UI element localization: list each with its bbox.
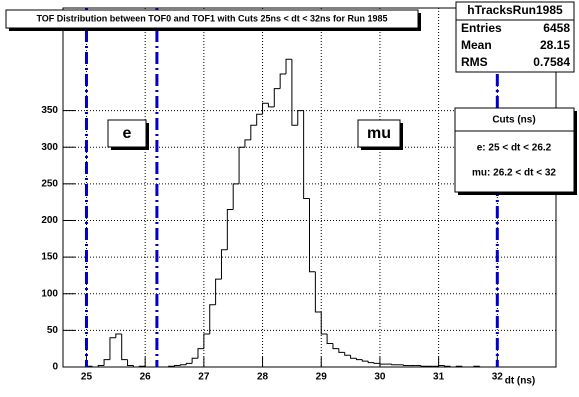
histogram-bin bbox=[455, 365, 463, 367]
histogram-bin bbox=[391, 364, 398, 366]
histogram-bin bbox=[402, 364, 410, 367]
histogram-bin bbox=[267, 103, 275, 108]
histogram-bin bbox=[109, 337, 116, 360]
histogram-bin bbox=[220, 249, 228, 280]
y-tick-label: 50 bbox=[47, 325, 59, 336]
y-tick-label: 350 bbox=[41, 105, 58, 116]
histogram-bin bbox=[121, 334, 128, 361]
stats-name: hTracksRun1985 bbox=[467, 3, 563, 17]
stats-value: 0.7584 bbox=[533, 55, 570, 69]
histogram-bin bbox=[320, 312, 328, 335]
histogram-bin bbox=[438, 365, 445, 367]
y-tick-label: 0 bbox=[52, 362, 58, 373]
x-tick-label: 30 bbox=[374, 372, 386, 383]
cuts-title: Cuts (ns) bbox=[492, 115, 535, 126]
region-label: e bbox=[123, 125, 132, 142]
histogram-bin bbox=[332, 343, 339, 350]
histogram-bin bbox=[103, 359, 110, 366]
title-box bbox=[5, 9, 419, 29]
cuts-line: mu: 26.2 < dt < 32 bbox=[472, 168, 556, 179]
histogram-bin bbox=[344, 352, 351, 356]
histogram-bin bbox=[144, 366, 152, 368]
stats-key: Mean bbox=[461, 38, 492, 52]
histogram-bin bbox=[185, 362, 193, 365]
histogram-bin bbox=[361, 359, 369, 362]
histogram-bin bbox=[355, 358, 363, 361]
histogram-bin bbox=[127, 359, 134, 367]
histogram-bin bbox=[449, 366, 457, 368]
x-tick-label: 32 bbox=[492, 372, 504, 383]
x-tick-label: 28 bbox=[257, 372, 269, 383]
cuts-line: e: 25 < dt < 26.2 bbox=[477, 143, 552, 154]
histogram-bin bbox=[174, 365, 181, 367]
histogram-bin bbox=[379, 363, 386, 365]
histogram-bin bbox=[91, 366, 99, 368]
histogram-bin bbox=[309, 198, 316, 273]
y-tick-label: 300 bbox=[41, 142, 58, 153]
histogram-bin bbox=[291, 59, 298, 126]
histogram-bin bbox=[420, 365, 427, 367]
histogram-bin bbox=[179, 364, 187, 366]
histogram-bin bbox=[279, 73, 287, 89]
histogram-bin bbox=[215, 278, 222, 305]
y-tick-label: 200 bbox=[41, 215, 58, 226]
x-tick-label: 29 bbox=[316, 372, 328, 383]
histogram-bin bbox=[168, 365, 175, 367]
histogram-bin bbox=[197, 348, 204, 359]
y-tick-label: 100 bbox=[41, 288, 58, 299]
histogram-bin bbox=[350, 355, 357, 359]
label-box bbox=[107, 119, 147, 148]
histogram-bin bbox=[115, 333, 122, 338]
stats-box bbox=[455, 1, 575, 73]
histogram-bin bbox=[238, 146, 245, 184]
cuts-box bbox=[454, 107, 575, 193]
histogram-bin bbox=[256, 113, 263, 126]
histogram-bin bbox=[443, 365, 451, 367]
histogram-bin bbox=[273, 88, 281, 107]
histogram-bin bbox=[338, 348, 345, 353]
histogram-bin bbox=[250, 124, 257, 140]
histogram-bin bbox=[479, 366, 486, 368]
histogram-bin bbox=[138, 365, 146, 367]
label-box bbox=[357, 119, 401, 148]
x-axis-label: dt (ns) bbox=[505, 376, 536, 387]
chart-title: TOF Distribution between TOF0 and TOF1 w… bbox=[36, 13, 387, 23]
histogram-bin bbox=[132, 365, 140, 368]
y-tick-label: 150 bbox=[41, 252, 58, 263]
histogram-bin bbox=[461, 366, 468, 368]
x-tick-label: 31 bbox=[433, 372, 445, 383]
histogram-bin bbox=[262, 102, 269, 115]
stats-value: 6458 bbox=[543, 21, 570, 35]
stats-key: RMS bbox=[461, 55, 488, 69]
histogram-bin bbox=[244, 139, 251, 148]
histogram-bin bbox=[373, 362, 380, 364]
histogram-bin bbox=[97, 365, 105, 367]
x-tick-label: 26 bbox=[140, 372, 152, 383]
histogram-bin bbox=[297, 110, 304, 126]
histogram-bin bbox=[326, 334, 333, 345]
stats-value: 28.15 bbox=[540, 38, 570, 52]
histogram-bin bbox=[473, 365, 480, 367]
histogram-bin bbox=[209, 304, 216, 335]
y-tick-label: 250 bbox=[41, 178, 58, 189]
histogram-bin bbox=[314, 271, 322, 313]
histogram-bin bbox=[191, 357, 198, 364]
histogram-bin bbox=[226, 208, 234, 250]
x-tick-label: 27 bbox=[198, 372, 210, 383]
histogram-bin bbox=[303, 110, 310, 199]
histogram-bin bbox=[285, 58, 292, 74]
region-label: mu bbox=[367, 125, 391, 142]
stats-key: Entries bbox=[461, 21, 502, 35]
histogram-bin bbox=[203, 333, 210, 349]
histogram-bin bbox=[232, 183, 240, 210]
x-tick-label: 25 bbox=[81, 372, 93, 383]
histogram-bin bbox=[367, 361, 375, 364]
